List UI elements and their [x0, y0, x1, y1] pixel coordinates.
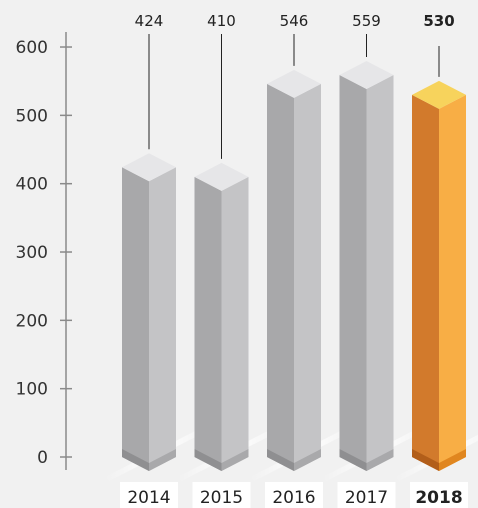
bar-front-face	[194, 176, 222, 472]
y-tick-label: 0	[37, 448, 48, 468]
bar-front-face	[339, 75, 367, 471]
y-tick-label: 300	[16, 243, 48, 263]
bar-side-face	[439, 94, 466, 471]
bar-base-shade	[339, 449, 367, 471]
bar-side-face	[366, 75, 394, 471]
category-label-box	[410, 482, 468, 508]
bar-2018	[412, 80, 466, 471]
category-label-box	[120, 482, 178, 508]
value-label: 546	[280, 12, 309, 30]
category-label-box	[337, 482, 396, 508]
bar-2017	[339, 61, 394, 471]
value-label: 410	[207, 12, 236, 30]
category-label: 2016	[272, 488, 315, 508]
bar-base-shade	[366, 449, 394, 471]
value-label: 530	[423, 12, 454, 30]
bar-top-face	[412, 80, 466, 109]
value-labels: 424 410 546 559 530	[135, 12, 455, 159]
bar-2016	[267, 69, 321, 471]
bar-front-face	[267, 83, 294, 471]
bar-side-face	[294, 83, 321, 471]
category-label-box	[265, 482, 323, 508]
bar-2014	[122, 153, 176, 471]
y-tick-label: 100	[16, 380, 48, 400]
y-tick-label: 500	[16, 106, 48, 126]
bar-base-shade	[194, 449, 222, 471]
bar-top-face	[122, 153, 176, 182]
category-label: 2015	[200, 488, 243, 508]
value-label: 559	[352, 12, 381, 30]
bar-side-face	[221, 176, 249, 472]
bar-base-shade	[412, 449, 439, 471]
category-label: 2014	[127, 488, 170, 508]
bar-base-shade	[439, 449, 466, 471]
bar-base-shade	[149, 449, 176, 471]
value-label: 424	[135, 12, 164, 30]
bar-side-face	[149, 167, 176, 471]
category-label: 2018	[415, 488, 462, 508]
bar-base-shade	[221, 449, 249, 471]
bar-base-shade	[122, 449, 149, 471]
y-tick-label: 400	[16, 175, 48, 195]
category-label-box	[192, 482, 251, 508]
bar-2015	[194, 162, 249, 472]
y-axis-ticks: 0 100 200 300 400 500 600	[16, 38, 72, 468]
category-labels: 2014 2015 2016 2017 2018	[120, 482, 468, 508]
bar-top-face	[194, 162, 249, 191]
category-label: 2017	[345, 488, 388, 508]
y-tick-label: 200	[16, 311, 48, 331]
bar-front-face	[122, 167, 149, 471]
bar-top-face	[339, 61, 394, 90]
bar-base-shade	[294, 449, 321, 471]
bar-front-face	[412, 94, 439, 471]
bar-top-face	[267, 69, 321, 98]
bars	[122, 61, 466, 472]
y-tick-label: 600	[16, 38, 48, 58]
bar-base-shade	[267, 449, 294, 471]
